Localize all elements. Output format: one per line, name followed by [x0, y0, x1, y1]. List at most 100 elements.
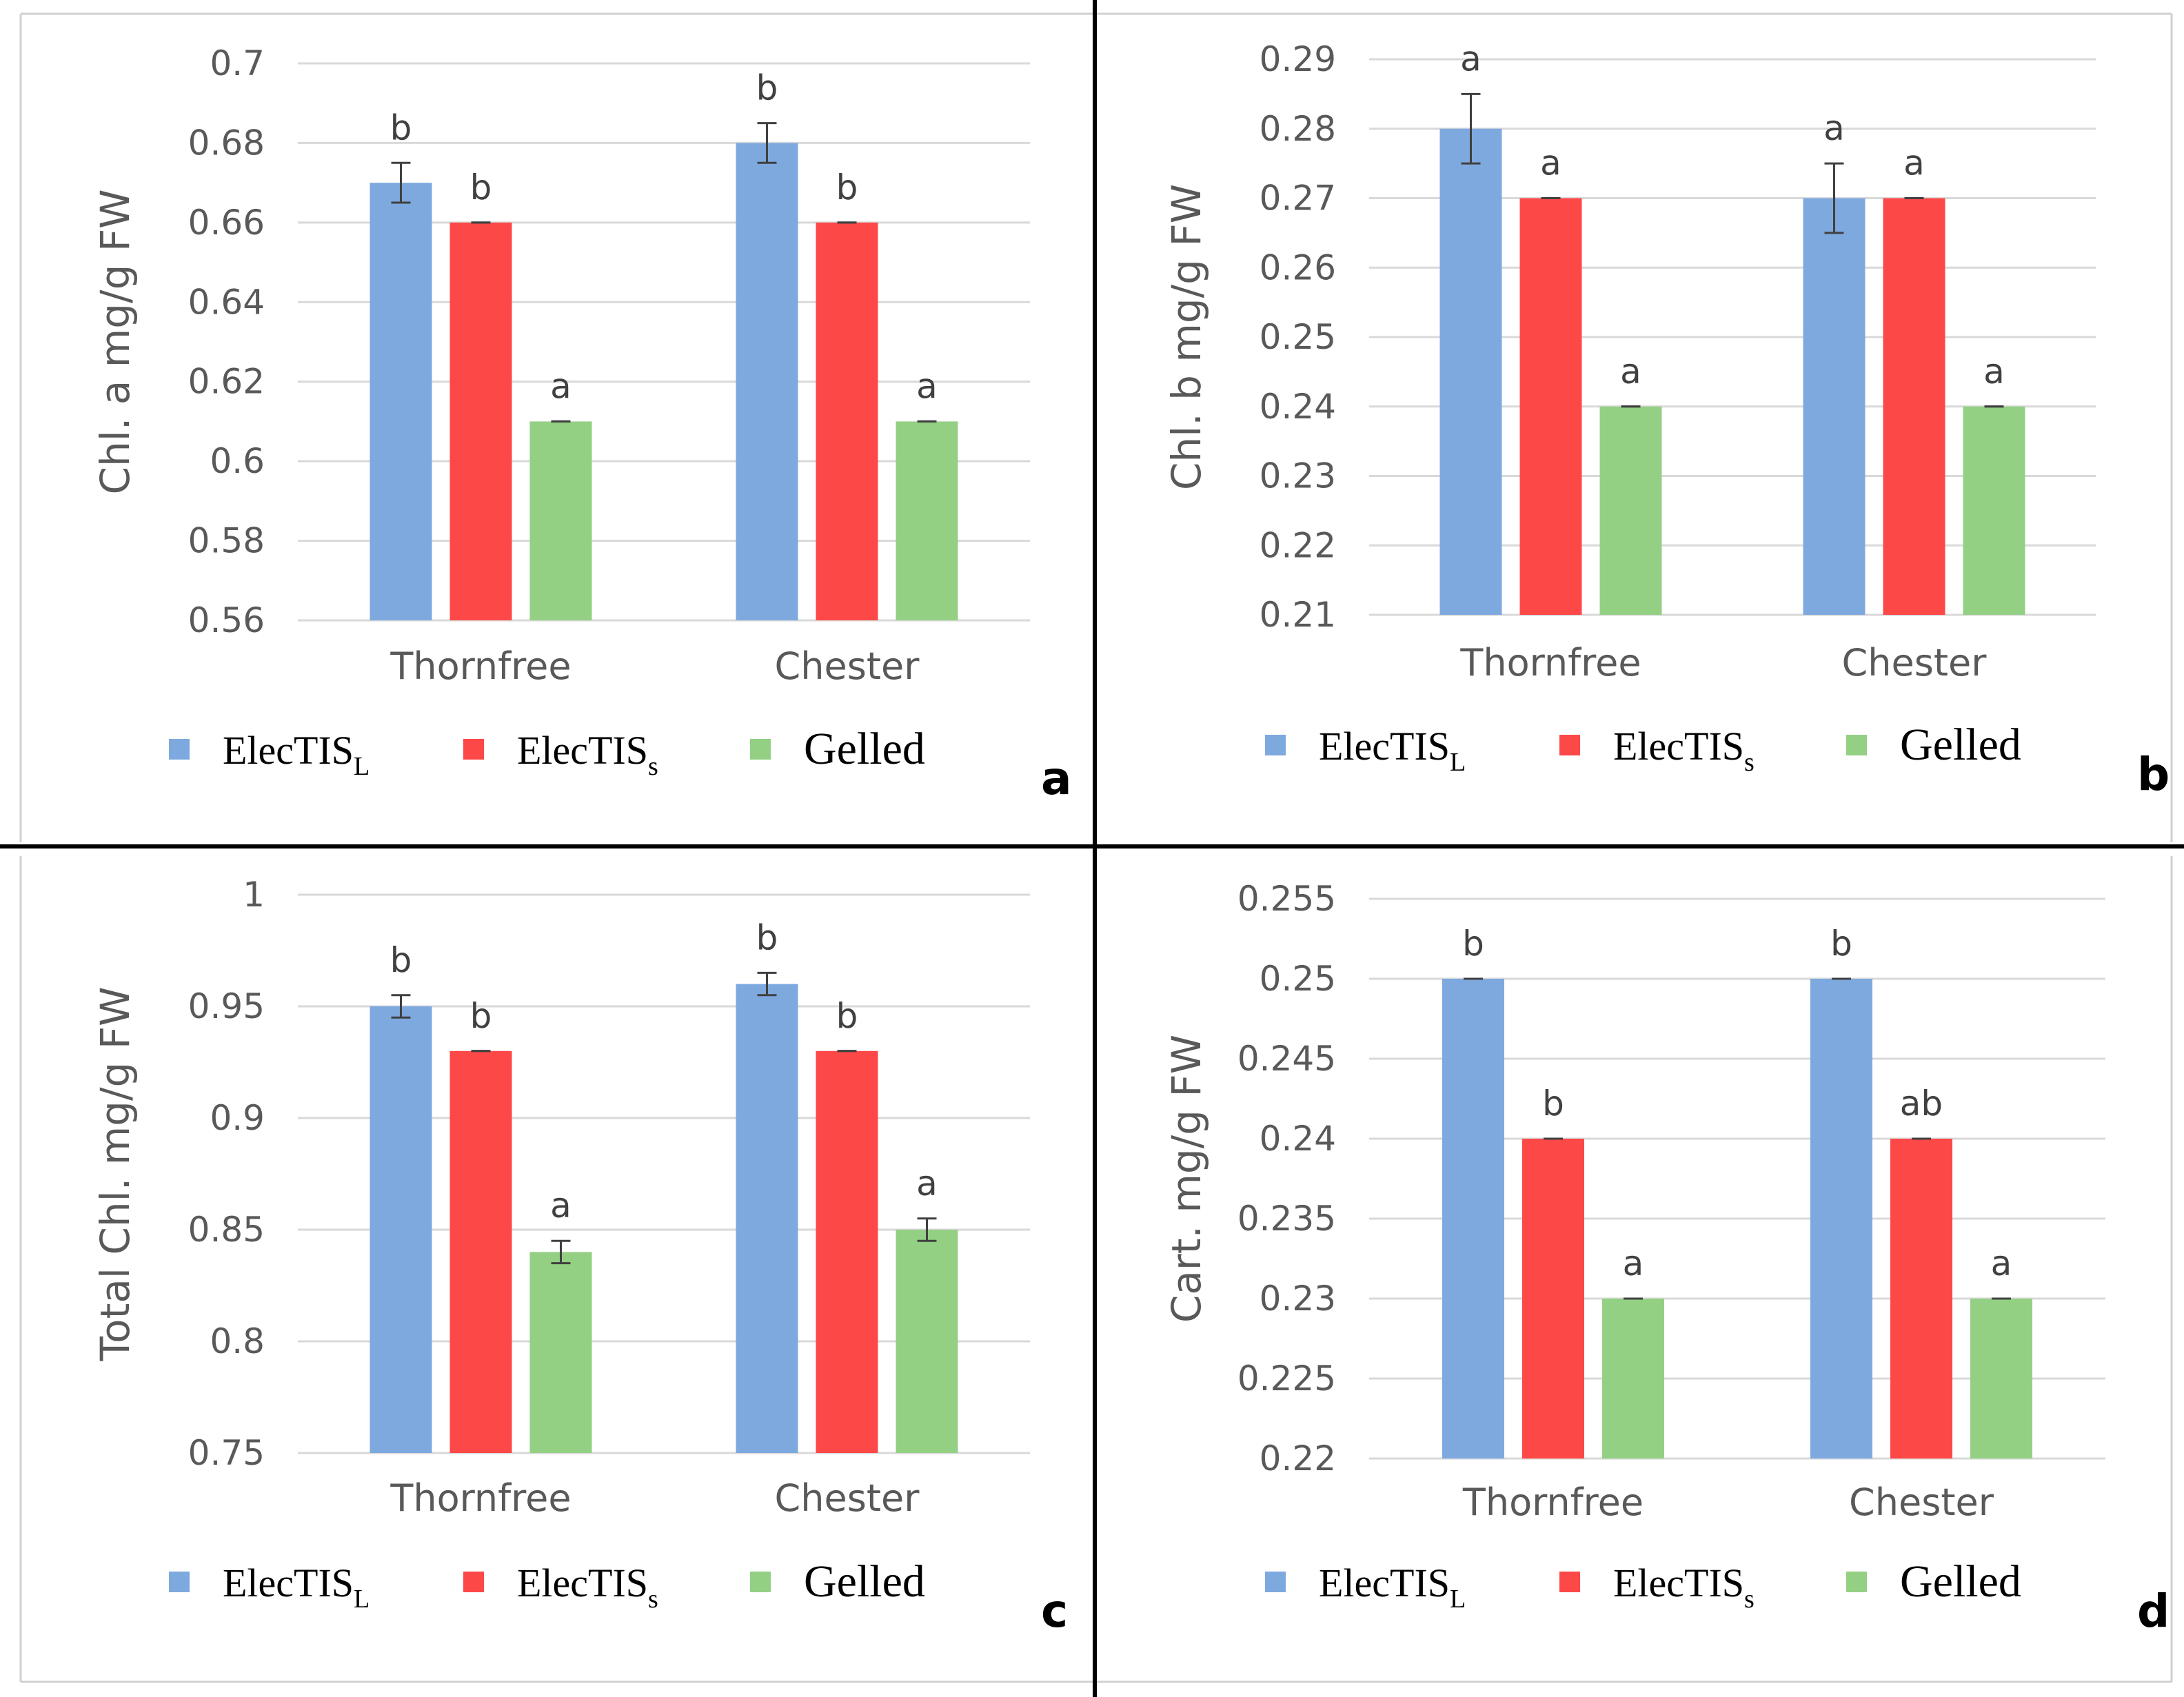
legend-label-2: Gelled: [1900, 720, 2021, 770]
significance-letter: a: [550, 1186, 572, 1226]
legend-label-1: ElecTISs: [517, 728, 658, 781]
significance-letter: b: [1542, 1084, 1564, 1124]
bar-Gelled-Thornfree: [529, 1252, 592, 1453]
legend-subscript: L: [354, 752, 370, 781]
x-category-label: Thornfree: [390, 1476, 571, 1520]
panel-letter: c: [1041, 1585, 1068, 1638]
y-tick-label: 0.75: [188, 1433, 265, 1473]
y-tick-label: 0.29: [1260, 39, 1336, 79]
legend-swatch-0: [1265, 1572, 1286, 1592]
y-tick-label: 0.24: [1260, 387, 1336, 427]
significance-letter: a: [1903, 143, 1925, 183]
bar-ElecTIS_L-Thornfree: [1439, 128, 1502, 615]
significance-letter: b: [470, 996, 492, 1036]
legend-subscript: s: [648, 752, 658, 781]
y-tick-label: 0.6: [210, 441, 265, 481]
y-tick-label: 0.22: [1260, 525, 1336, 565]
y-tick-label: 1: [243, 875, 265, 915]
legend-subscript: s: [1744, 1585, 1755, 1614]
significance-letter: a: [550, 366, 572, 406]
chart-panel-d: 0.22 0.225 0.23 0.235 0.24 0.245 0.25 0.255 Cart…: [1163, 879, 2170, 1638]
legend-subscript: L: [1450, 748, 1466, 777]
y-tick-label: 0.56: [188, 600, 265, 640]
panel-letter: b: [2137, 748, 2170, 801]
chart-panel-b: 0.21 0.22 0.23 0.24 0.25 0.26 0.27 0.28 0.29 Chl.…: [1163, 39, 2170, 801]
significance-letter: b: [1830, 924, 1852, 964]
bar-ElecTIS_L-Chester: [736, 143, 798, 620]
legend-swatch-2: [1846, 1572, 1867, 1592]
y-tick-label: 0.62: [188, 362, 265, 402]
y-tick-label: 0.7: [210, 43, 265, 83]
y-tick-label: 0.22: [1260, 1439, 1336, 1478]
y-tick-label: 0.58: [188, 521, 265, 561]
y-tick-label: 0.66: [188, 203, 265, 243]
y-tick-label: 0.9: [210, 1098, 265, 1138]
chart-panel-a: 0.56 0.58 0.6 0.62 0.64 0.66 0.68 0.7 Chl. a mg/…: [92, 43, 1072, 805]
y-axis-label: Cart. mg/g FW: [1163, 1035, 1210, 1323]
y-tick-label: 0.64: [188, 282, 265, 322]
bar-Gelled-Chester: [1963, 406, 2025, 615]
bar-ElecTIS_s-Chester: [816, 222, 878, 620]
bar-ElecTIS_s-Thornfree: [449, 222, 512, 620]
y-tick-label: 0.8: [210, 1321, 265, 1361]
bar-ElecTIS_L-Chester: [736, 984, 798, 1453]
legend-subscript: L: [354, 1585, 370, 1614]
y-tick-label: 0.28: [1260, 109, 1336, 149]
y-tick-label: 0.235: [1237, 1199, 1336, 1239]
y-tick-label: 0.21: [1260, 595, 1336, 635]
y-tick-label: 0.27: [1260, 179, 1336, 219]
chart-panel-c: 0.75 0.8 0.85 0.9 0.95 1 Total Chl. mg/g FW b b a…: [92, 875, 1068, 1638]
bar-Gelled-Thornfree: [1602, 1299, 1664, 1459]
panel-letter: a: [1041, 752, 1072, 805]
y-tick-label: 0.85: [188, 1210, 265, 1250]
y-tick-label: 0.24: [1260, 1119, 1336, 1159]
legend-label-0: ElecTISL: [1319, 1561, 1466, 1614]
significance-letter: b: [390, 940, 412, 980]
significance-letter: b: [836, 167, 858, 207]
significance-letter: a: [916, 366, 938, 406]
significance-letter: a: [1983, 352, 2005, 392]
bar-Gelled-Thornfree: [1599, 406, 1662, 615]
significance-letter: b: [756, 917, 778, 957]
significance-letter: a: [1540, 143, 1561, 183]
legend-subscript: s: [1744, 748, 1755, 777]
x-category-label: Chester: [1842, 641, 1988, 684]
legend-swatch-2: [750, 739, 771, 760]
legend-label-0: ElecTISL: [223, 728, 370, 781]
x-category-label: Chester: [1849, 1481, 1994, 1524]
legend-swatch-1: [463, 739, 484, 760]
significance-letter: b: [836, 996, 858, 1036]
legend-swatch-1: [1559, 1572, 1580, 1592]
legend-label-1: ElecTISs: [1613, 1561, 1755, 1614]
significance-letter: a: [1991, 1243, 2012, 1283]
x-category-label: Thornfree: [1462, 1481, 1644, 1524]
panel-letter: d: [2137, 1585, 2170, 1638]
legend-swatch-2: [1846, 735, 1867, 755]
bar-ElecTIS_s-Thornfree: [1519, 198, 1582, 615]
significance-letter: b: [390, 108, 412, 148]
legend-swatch-0: [169, 739, 190, 760]
legend-swatch-0: [169, 1572, 190, 1592]
legend-label-1: ElecTISs: [517, 1561, 658, 1614]
legend-label-0: ElecTISL: [1319, 724, 1466, 777]
bar-ElecTIS_s-Thornfree: [449, 1050, 512, 1453]
significance-letter: b: [1462, 924, 1484, 964]
bar-ElecTIS_L-Thornfree: [1442, 979, 1504, 1459]
y-tick-label: 0.68: [188, 123, 265, 163]
bar-Gelled-Chester: [1970, 1299, 2032, 1459]
y-tick-label: 0.23: [1260, 1279, 1336, 1319]
y-tick-label: 0.25: [1260, 959, 1336, 999]
bar-ElecTIS_s-Chester: [1883, 198, 1945, 615]
legend-subscript: L: [1450, 1585, 1466, 1614]
legend-label-1: ElecTISs: [1613, 724, 1755, 777]
legend-label-0: ElecTISL: [223, 1561, 370, 1614]
bar-ElecTIS_L-Thornfree: [370, 183, 432, 621]
bar-Gelled-Chester: [896, 1230, 958, 1453]
bar-ElecTIS_s-Thornfree: [1522, 1139, 1584, 1459]
bar-ElecTIS_s-Chester: [1890, 1139, 1952, 1459]
bar-ElecTIS_L-Chester: [1810, 979, 1872, 1459]
legend-label-2: Gelled: [804, 724, 925, 774]
legend-swatch-1: [1559, 735, 1580, 755]
bar-Gelled-Thornfree: [529, 421, 592, 620]
